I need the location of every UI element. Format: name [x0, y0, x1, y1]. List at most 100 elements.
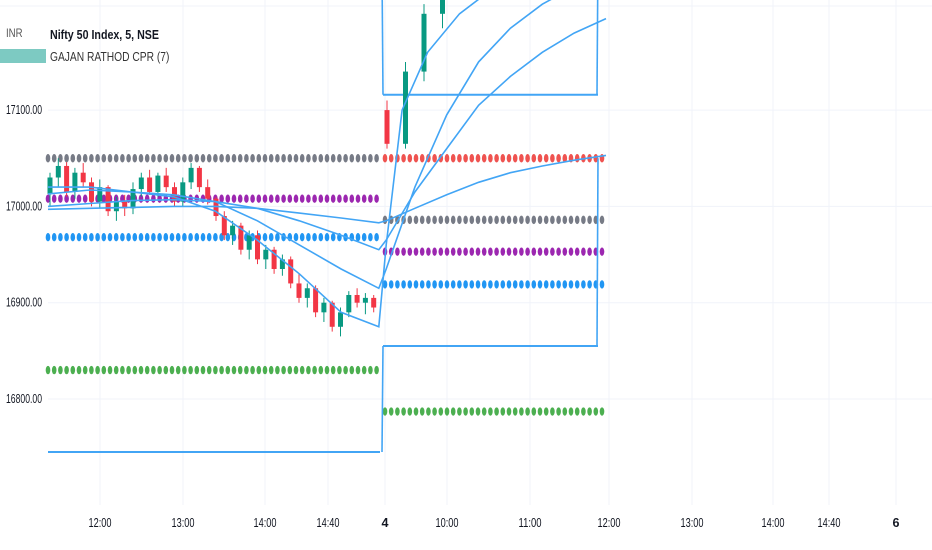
level-dot	[324, 233, 330, 242]
level-dot	[318, 154, 324, 163]
level-dot	[488, 407, 493, 416]
level-dot	[157, 154, 162, 163]
chart-grid	[0, 0, 932, 505]
candle-body	[313, 288, 319, 313]
ma-line	[47, 154, 607, 224]
level-dot	[419, 215, 425, 225]
candle	[155, 172, 161, 197]
candle-body	[321, 302, 327, 313]
level-dot	[438, 247, 444, 256]
y-tick-label: 16900.00	[6, 296, 42, 310]
indicator-title[interactable]: GAJAN RATHOD CPR (7)	[50, 50, 170, 64]
level-dot	[138, 233, 144, 242]
level-dot	[512, 280, 518, 289]
level-dot	[494, 247, 499, 256]
candle	[64, 162, 70, 197]
level-dot	[407, 215, 413, 225]
level-dot	[506, 280, 512, 289]
level-dot	[219, 365, 224, 375]
candle-body	[403, 71, 408, 144]
level-dot	[126, 365, 131, 375]
symbol-title[interactable]: Nifty 50 Index, 5, NSE	[50, 27, 160, 42]
candle	[271, 246, 277, 274]
candle	[362, 293, 368, 315]
level-dot	[531, 407, 537, 416]
candle-body	[246, 235, 252, 250]
level-dot	[469, 247, 475, 256]
y-tick-label: 17000.00	[6, 199, 42, 213]
candle-body	[205, 187, 211, 199]
level-dot	[361, 154, 367, 163]
candle-body	[346, 294, 352, 313]
level-dot	[101, 233, 107, 242]
candle	[321, 297, 327, 322]
level-dot	[188, 233, 193, 242]
level-dot	[556, 407, 561, 416]
level-dot	[361, 233, 367, 242]
x-tick-label: 11:00	[519, 516, 542, 530]
level-dot	[426, 280, 431, 289]
level-dot	[519, 215, 524, 225]
level-dot	[574, 215, 580, 225]
level-dot	[457, 407, 462, 416]
level-dot	[157, 365, 162, 375]
ma-line	[47, 17, 607, 251]
level-dot	[89, 233, 94, 242]
level-dot	[144, 194, 150, 203]
level-dot	[89, 365, 94, 375]
level-dot	[525, 215, 530, 225]
level-dot	[343, 365, 348, 375]
level-dot	[299, 365, 305, 375]
level-dot	[550, 215, 555, 225]
candle	[346, 291, 352, 318]
level-dot	[287, 194, 293, 203]
candle-body	[180, 182, 186, 202]
candle-body	[163, 175, 169, 188]
level-dot	[268, 154, 274, 163]
level-dot	[206, 154, 212, 163]
level-dot	[194, 365, 200, 375]
level-dot	[512, 407, 518, 416]
level-dot	[70, 365, 76, 375]
level-dot	[562, 154, 568, 163]
x-tick-label: 14:00	[762, 516, 785, 530]
level-dot	[432, 215, 437, 225]
level-dot	[287, 365, 293, 375]
level-dot	[76, 365, 82, 375]
level-dot	[494, 215, 499, 225]
level-dot	[450, 247, 456, 256]
level-dot	[574, 247, 580, 256]
level-dot	[82, 154, 88, 163]
level-dot	[574, 407, 580, 416]
level-dot	[388, 154, 394, 163]
level-dot	[225, 365, 231, 375]
level-dot	[426, 247, 431, 256]
level-dot	[70, 154, 76, 163]
candle-body	[296, 283, 302, 298]
level-dot	[525, 247, 530, 256]
level-dot	[543, 407, 549, 416]
level-dot	[349, 194, 355, 203]
level-dot	[206, 365, 212, 375]
level-dot	[463, 280, 468, 289]
level-dot	[457, 280, 462, 289]
level-dot	[163, 365, 169, 375]
level-dot	[550, 247, 555, 256]
candle	[296, 273, 302, 303]
level-dot	[556, 215, 561, 225]
level-dot	[587, 280, 592, 289]
level-dot	[581, 407, 586, 416]
candle	[221, 211, 227, 241]
level-dot	[488, 280, 493, 289]
candle	[255, 230, 260, 265]
level-dots	[45, 154, 379, 163]
level-dot	[355, 365, 361, 375]
level-connector	[596, 0, 599, 95]
candle	[371, 294, 377, 313]
level-dot	[194, 233, 200, 242]
level-dot	[599, 407, 605, 416]
x-tick-label: 14:40	[317, 516, 340, 530]
level-dot	[213, 365, 218, 375]
level-dot	[475, 407, 481, 416]
